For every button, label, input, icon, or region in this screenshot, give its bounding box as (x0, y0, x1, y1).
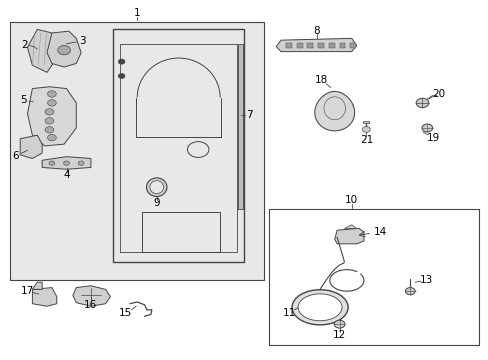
Polygon shape (20, 135, 42, 158)
Circle shape (45, 118, 54, 124)
Circle shape (47, 100, 56, 106)
Ellipse shape (146, 178, 166, 197)
Polygon shape (328, 42, 334, 48)
Circle shape (362, 127, 369, 132)
Circle shape (63, 161, 69, 165)
Text: 8: 8 (313, 26, 319, 36)
Text: 1: 1 (134, 8, 140, 18)
Polygon shape (349, 42, 355, 48)
Text: 6: 6 (12, 150, 19, 161)
Text: 10: 10 (345, 195, 358, 205)
Circle shape (47, 91, 56, 97)
Polygon shape (307, 42, 313, 48)
Circle shape (421, 124, 432, 132)
Ellipse shape (291, 290, 347, 325)
Bar (142, 212, 220, 252)
Text: 21: 21 (359, 135, 372, 145)
Circle shape (119, 59, 124, 64)
Circle shape (405, 288, 414, 295)
Polygon shape (42, 157, 91, 169)
Text: 13: 13 (419, 275, 432, 285)
Bar (268, 209, 478, 345)
Polygon shape (344, 225, 356, 228)
Polygon shape (276, 39, 356, 51)
Bar (10, 22, 264, 280)
Circle shape (47, 134, 56, 141)
Text: 3: 3 (79, 36, 86, 46)
Polygon shape (318, 42, 324, 48)
Circle shape (45, 109, 54, 115)
Ellipse shape (150, 181, 163, 194)
Polygon shape (27, 87, 76, 146)
Ellipse shape (298, 294, 341, 321)
Text: 9: 9 (153, 198, 160, 208)
Polygon shape (314, 91, 354, 131)
Circle shape (333, 320, 344, 328)
Circle shape (45, 127, 54, 133)
Circle shape (78, 161, 84, 165)
Text: 18: 18 (314, 75, 327, 85)
Text: 11: 11 (282, 309, 295, 318)
Circle shape (119, 74, 124, 78)
Polygon shape (47, 31, 81, 67)
Polygon shape (339, 42, 345, 48)
Text: 14: 14 (373, 227, 386, 237)
Text: 16: 16 (84, 300, 97, 310)
Polygon shape (32, 288, 57, 306)
Polygon shape (27, 30, 57, 72)
Polygon shape (238, 44, 243, 209)
Text: 19: 19 (426, 133, 439, 143)
Polygon shape (285, 42, 291, 48)
Text: 4: 4 (63, 170, 70, 180)
Polygon shape (334, 228, 363, 244)
Text: 2: 2 (21, 40, 27, 50)
Circle shape (415, 98, 428, 108)
Polygon shape (32, 282, 42, 289)
Text: 12: 12 (332, 330, 346, 340)
Polygon shape (296, 42, 302, 48)
Text: 7: 7 (245, 111, 252, 121)
Circle shape (49, 161, 55, 165)
Text: 15: 15 (119, 308, 132, 318)
Polygon shape (73, 286, 110, 306)
Text: 20: 20 (431, 89, 444, 99)
Circle shape (58, 45, 70, 55)
Text: 17: 17 (20, 286, 34, 296)
Bar (363, 121, 368, 123)
Text: 5: 5 (20, 95, 26, 105)
